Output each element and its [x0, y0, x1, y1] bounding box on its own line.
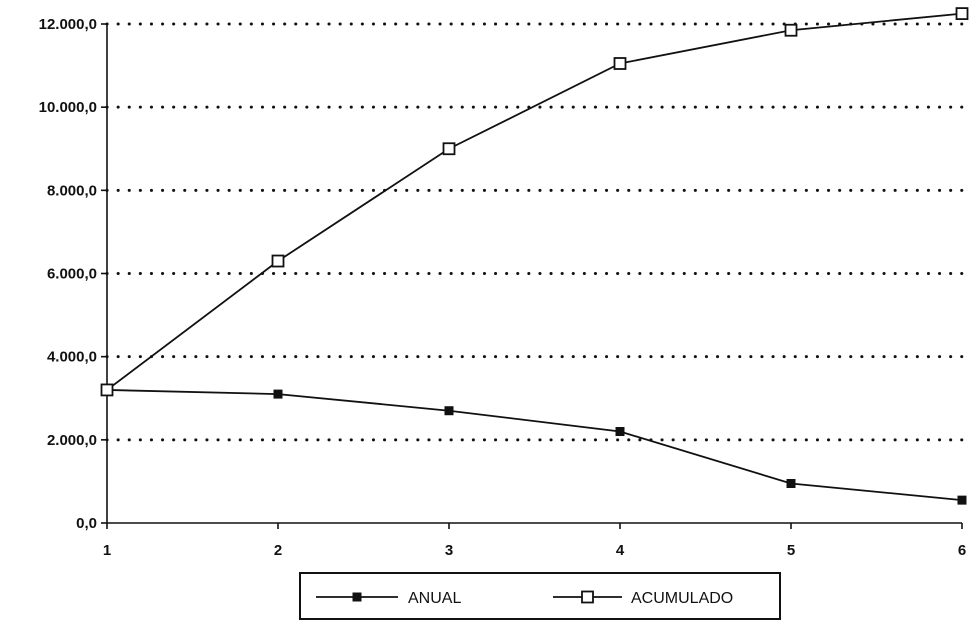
series-line-acumulado	[106, 12, 963, 391]
gridlines	[105, 22, 964, 442]
data-point-acumulado	[955, 7, 969, 21]
y-axis: 0,0 2.000,0 4.000,0 6.000,0 8.000,0 10.000,0 1…	[39, 16, 108, 532]
series-group	[100, 7, 969, 505]
legend-marker-anual	[352, 592, 362, 602]
y-tick-label: 0,0	[76, 515, 97, 532]
data-point-anual	[444, 406, 454, 416]
y-tick-label: 8.000,0	[47, 182, 97, 199]
legend-box	[299, 572, 781, 620]
y-tick-label: 12.000,0	[39, 16, 97, 33]
data-point-acumulado	[271, 254, 285, 268]
y-tick-label: 10.000,0	[39, 99, 97, 116]
data-point-acumulado	[784, 23, 798, 37]
x-tick-label: 6	[958, 542, 966, 559]
x-tick-label: 1	[103, 542, 111, 559]
x-tick-label: 5	[787, 542, 795, 559]
y-tick-label: 4.000,0	[47, 349, 97, 366]
data-point-anual	[615, 427, 625, 437]
x-tick-label: 2	[274, 542, 282, 559]
data-point-anual	[273, 389, 283, 399]
x-tick-label: 4	[616, 542, 625, 559]
x-axis: 1 2 3 4 5 6	[103, 522, 966, 559]
legend-marker-acumulado	[581, 590, 594, 604]
data-point-anual	[786, 478, 796, 488]
y-tick-label: 2.000,0	[47, 432, 97, 449]
series-line-anual	[106, 389, 963, 502]
legend-label-acumulado: ACUMULADO	[631, 590, 733, 607]
data-point-anual	[957, 495, 967, 505]
data-point-acumulado	[613, 57, 627, 70]
y-tick-label: 6.000,0	[47, 266, 97, 283]
data-point-acumulado	[100, 383, 114, 397]
legend-label-anual: ANUAL	[408, 590, 461, 607]
legend: ANUAL ACUMULADO	[299, 572, 781, 620]
data-point-acumulado	[442, 142, 456, 156]
x-tick-label: 3	[445, 542, 453, 559]
